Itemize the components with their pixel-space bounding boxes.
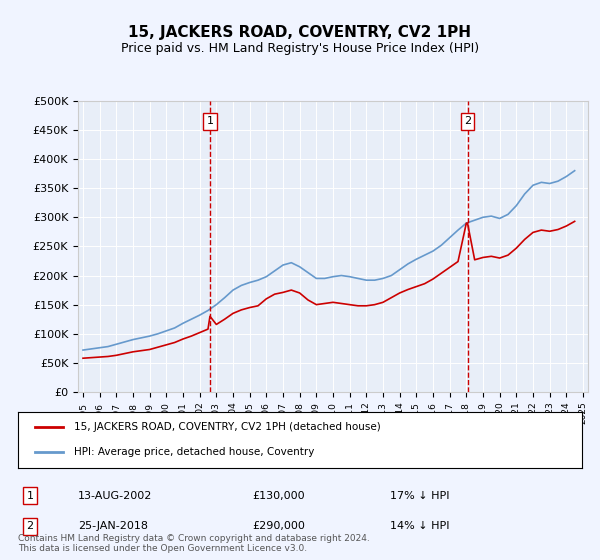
Text: 14% ↓ HPI: 14% ↓ HPI bbox=[390, 521, 449, 531]
Text: 17% ↓ HPI: 17% ↓ HPI bbox=[390, 491, 449, 501]
Text: 1: 1 bbox=[206, 116, 214, 126]
Text: 1: 1 bbox=[26, 491, 34, 501]
Text: 15, JACKERS ROAD, COVENTRY, CV2 1PH (detached house): 15, JACKERS ROAD, COVENTRY, CV2 1PH (det… bbox=[74, 422, 381, 432]
Text: HPI: Average price, detached house, Coventry: HPI: Average price, detached house, Cove… bbox=[74, 447, 315, 457]
Text: 13-AUG-2002: 13-AUG-2002 bbox=[78, 491, 152, 501]
Text: Price paid vs. HM Land Registry's House Price Index (HPI): Price paid vs. HM Land Registry's House … bbox=[121, 42, 479, 55]
Text: 2: 2 bbox=[26, 521, 34, 531]
Text: 25-JAN-2018: 25-JAN-2018 bbox=[78, 521, 148, 531]
Text: 2: 2 bbox=[464, 116, 471, 126]
Text: Contains HM Land Registry data © Crown copyright and database right 2024.
This d: Contains HM Land Registry data © Crown c… bbox=[18, 534, 370, 553]
Text: £130,000: £130,000 bbox=[252, 491, 305, 501]
Text: 15, JACKERS ROAD, COVENTRY, CV2 1PH: 15, JACKERS ROAD, COVENTRY, CV2 1PH bbox=[128, 25, 472, 40]
Text: £290,000: £290,000 bbox=[252, 521, 305, 531]
